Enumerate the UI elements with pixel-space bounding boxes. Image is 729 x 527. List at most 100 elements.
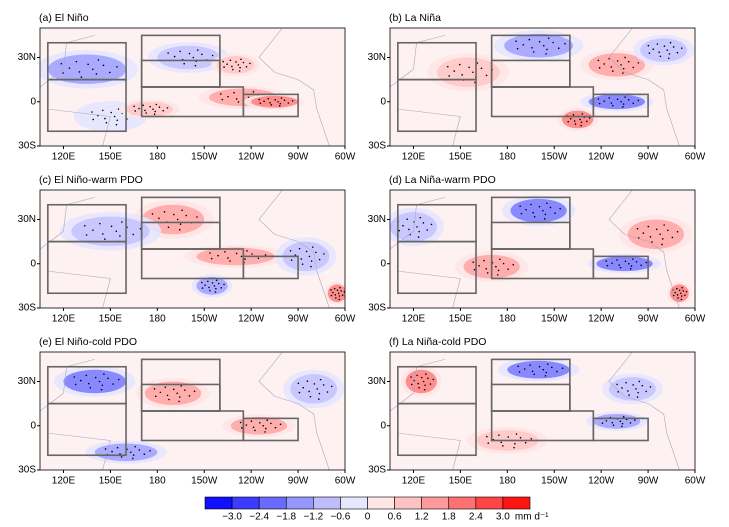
stipple: [676, 294, 679, 296]
stipple: [629, 268, 632, 270]
stipple: [621, 425, 623, 428]
stipple: [637, 99, 640, 102]
map-frame: [389, 351, 696, 471]
stipple: [622, 415, 625, 418]
stipple: [519, 436, 522, 439]
stipple: [513, 446, 515, 449]
stipple: [142, 104, 144, 107]
stipple: [301, 263, 304, 265]
stipple: [564, 42, 566, 45]
stipple: [611, 262, 613, 264]
stipple: [162, 109, 165, 112]
stipple: [668, 53, 671, 55]
stipple: [78, 71, 81, 73]
stipple: [158, 217, 160, 220]
stipple: [322, 384, 325, 386]
colorbar-label: 1.8: [442, 512, 456, 522]
stipple: [632, 258, 634, 260]
stipple: [104, 117, 106, 120]
x-tick-label: 120E: [402, 152, 426, 163]
x-tick-label: 60W: [685, 314, 706, 325]
stipple: [486, 272, 489, 274]
stipple: [628, 262, 630, 265]
stipple: [215, 279, 218, 282]
stipple: [241, 427, 243, 429]
stipple: [229, 59, 232, 62]
stipple: [279, 423, 282, 426]
x-tick-label: 180: [499, 152, 516, 163]
stipple: [497, 269, 500, 272]
stipple: [101, 109, 104, 112]
stipple: [522, 43, 525, 46]
stipple: [627, 98, 630, 101]
stipple: [92, 68, 94, 71]
stipple: [291, 99, 294, 102]
stipple: [647, 225, 650, 228]
anomaly: [251, 95, 299, 108]
stipple: [679, 292, 682, 295]
stipple: [163, 211, 166, 213]
stipple: [178, 400, 180, 403]
stipple: [217, 254, 219, 257]
stipple: [91, 111, 93, 113]
x-tick-label: 120W: [238, 152, 265, 163]
stipple: [250, 420, 253, 422]
x-tick-label: 150E: [99, 314, 123, 325]
coastline: [40, 197, 111, 308]
stipple: [240, 255, 243, 258]
stipple: [549, 206, 552, 209]
stipple: [661, 243, 663, 246]
y-tick-label: 30S: [368, 303, 386, 314]
stipple: [668, 57, 670, 60]
map-frame: [39, 189, 346, 309]
stipple: [502, 262, 505, 265]
stipple: [680, 295, 683, 297]
stipple: [179, 396, 181, 398]
stipple: [85, 234, 88, 236]
stipple: [418, 386, 420, 389]
stipple: [408, 228, 410, 231]
anomaly: [157, 45, 220, 70]
stipple: [333, 287, 336, 290]
stipple: [222, 60, 225, 63]
stipple: [580, 124, 582, 127]
stipple: [500, 441, 503, 444]
stipple: [410, 383, 413, 386]
stipple: [279, 102, 282, 105]
x-tick-label: 120W: [588, 476, 615, 487]
stipple: [685, 290, 688, 293]
stipple: [663, 224, 665, 226]
x-tick-label: 150W: [541, 476, 568, 487]
stipple: [309, 395, 312, 398]
stipple: [427, 377, 429, 380]
anomaly: [596, 256, 653, 272]
stipple: [616, 383, 618, 386]
stipple: [622, 72, 624, 74]
stipple: [612, 70, 614, 72]
region-box: [47, 240, 127, 295]
stipple: [269, 101, 271, 104]
stipple: [84, 224, 86, 227]
region-box: [242, 93, 299, 118]
stipple: [151, 213, 154, 215]
coastline: [390, 359, 461, 470]
colorbar-swatch: [448, 496, 477, 510]
anomaly: [593, 413, 641, 429]
stipple: [311, 246, 314, 248]
y-tick-label: 0: [30, 258, 36, 269]
stipple: [671, 236, 674, 239]
stipple: [480, 67, 483, 70]
stipple: [528, 38, 531, 41]
colorbar-swatch: [367, 496, 395, 510]
stipple: [624, 260, 627, 263]
stipple: [472, 261, 475, 264]
stipple: [335, 297, 337, 299]
stipple: [158, 106, 161, 108]
stipple: [406, 218, 408, 221]
stipple: [552, 41, 554, 44]
stipple: [196, 216, 198, 218]
colorbar-label: 2.4: [469, 512, 483, 522]
colorbar-label: 1.2: [415, 512, 429, 522]
stipple: [538, 365, 541, 368]
stipple: [231, 65, 233, 68]
